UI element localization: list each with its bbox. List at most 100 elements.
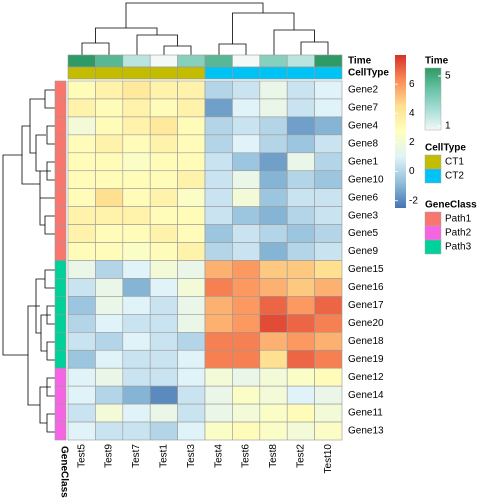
time-annotation xyxy=(286,54,315,68)
heatmap-cell xyxy=(314,242,343,261)
row-label: Gene2 xyxy=(348,85,378,96)
geneclass-annotation xyxy=(54,367,67,387)
heatmap-cell xyxy=(177,134,206,154)
heatmap-cell xyxy=(232,80,261,100)
colorbar-tick-label: 0 xyxy=(409,166,415,177)
colorbar-tick-label: 2 xyxy=(409,137,415,148)
heatmap-cell xyxy=(259,80,288,100)
heatmap-cell xyxy=(232,260,261,279)
heatmap-cell xyxy=(122,403,151,423)
celltype-annotation xyxy=(122,66,151,80)
heatmap-cell xyxy=(259,170,288,190)
heatmap-cell xyxy=(95,152,124,172)
heatmap-cell xyxy=(232,314,261,333)
heatmap-cell xyxy=(67,296,96,315)
heatmap-cell xyxy=(314,206,343,225)
heatmap-cell xyxy=(67,116,96,136)
heatmap-cell xyxy=(122,349,151,369)
heatmap-cell xyxy=(177,206,206,225)
heatmap-cell xyxy=(177,421,206,441)
heatmap-cell xyxy=(259,206,288,225)
heatmap-cell xyxy=(314,367,343,387)
heatmap-cell xyxy=(204,80,233,100)
heatmap-cell xyxy=(149,242,178,261)
heatmap-cell xyxy=(95,224,124,243)
heatmap-cell xyxy=(67,385,96,405)
heatmap-cell xyxy=(286,314,315,333)
geneclass-annotation xyxy=(54,349,67,369)
time-annotation xyxy=(204,54,233,68)
geneclass-legend-key xyxy=(424,239,442,255)
row-label: Gene13 xyxy=(348,426,384,437)
heatmap-cell xyxy=(177,116,206,136)
heatmap-cell xyxy=(314,80,343,100)
heatmap-cell xyxy=(259,385,288,405)
geneclass-annotation xyxy=(54,278,67,297)
time-annotation xyxy=(232,54,261,68)
row-label: Gene10 xyxy=(348,174,384,185)
heatmap-cell xyxy=(286,296,315,315)
heatmap-cell xyxy=(204,224,233,243)
celltype-legend-key xyxy=(424,154,442,170)
heatmap-cell xyxy=(259,278,288,297)
heatmap-cell xyxy=(122,260,151,279)
column-label: Test4 xyxy=(213,444,224,468)
heatmap-cell xyxy=(67,260,96,279)
heatmap-cell xyxy=(314,385,343,405)
geneclass-annotation xyxy=(54,421,67,441)
heatmap-cell xyxy=(122,385,151,405)
heatmap-cell xyxy=(149,367,178,387)
heatmap-cell xyxy=(204,296,233,315)
geneclass-annotation xyxy=(54,331,67,351)
heatmap-cell xyxy=(286,278,315,297)
row-dendrogram xyxy=(2,89,55,433)
heatmap-cell xyxy=(122,278,151,297)
heatmap-cell xyxy=(232,170,261,190)
heatmap-cell xyxy=(67,331,96,351)
colorbar xyxy=(395,55,406,208)
heatmap-cell xyxy=(67,421,96,441)
celltype-legend-label: CT1 xyxy=(445,157,464,168)
heatmap-cell xyxy=(286,421,315,441)
geneclass-annotation xyxy=(54,80,67,100)
heatmap-cell xyxy=(204,260,233,279)
heatmap-cell xyxy=(177,314,206,333)
heatmap-cell xyxy=(259,224,288,243)
heatmap-cell xyxy=(232,152,261,172)
celltype-annotation xyxy=(204,66,233,80)
heatmap-cell xyxy=(286,152,315,172)
geneclass-legend-label: Path1 xyxy=(445,214,472,225)
heatmap-cell xyxy=(67,349,96,369)
time-annotation xyxy=(259,54,288,68)
heatmap-cell xyxy=(177,170,206,190)
heatmap-cell xyxy=(95,260,124,279)
geneclass-legend-key xyxy=(424,211,442,227)
heatmap-cell xyxy=(149,134,178,154)
row-label: Gene8 xyxy=(348,138,378,149)
heatmap-cell xyxy=(232,385,261,405)
heatmap-cell xyxy=(286,349,315,369)
heatmap-cell xyxy=(95,116,124,136)
heatmap-cell xyxy=(95,188,124,207)
celltype-annotation xyxy=(67,66,96,80)
celltype-annotation xyxy=(314,66,343,80)
heatmap-cell xyxy=(67,242,96,261)
heatmap-cell xyxy=(204,188,233,207)
heatmap-cell xyxy=(95,296,124,315)
heatmap-cell xyxy=(259,331,288,351)
time-annotation xyxy=(314,54,343,68)
heatmap-cell xyxy=(149,331,178,351)
column-label: Test7 xyxy=(131,444,142,468)
heatmap-cell xyxy=(286,98,315,118)
heatmap-cell xyxy=(314,314,343,333)
heatmap-cell xyxy=(259,116,288,136)
heatmap-cell xyxy=(204,170,233,190)
heatmap-cell xyxy=(204,242,233,261)
heatmap-cell xyxy=(314,260,343,279)
heatmap-cell xyxy=(286,170,315,190)
heatmap-cell xyxy=(177,367,206,387)
heatmap-cell xyxy=(314,224,343,243)
heatmap-cell xyxy=(95,206,124,225)
geneclass-annotation xyxy=(54,314,67,333)
heatmap-cell xyxy=(232,188,261,207)
